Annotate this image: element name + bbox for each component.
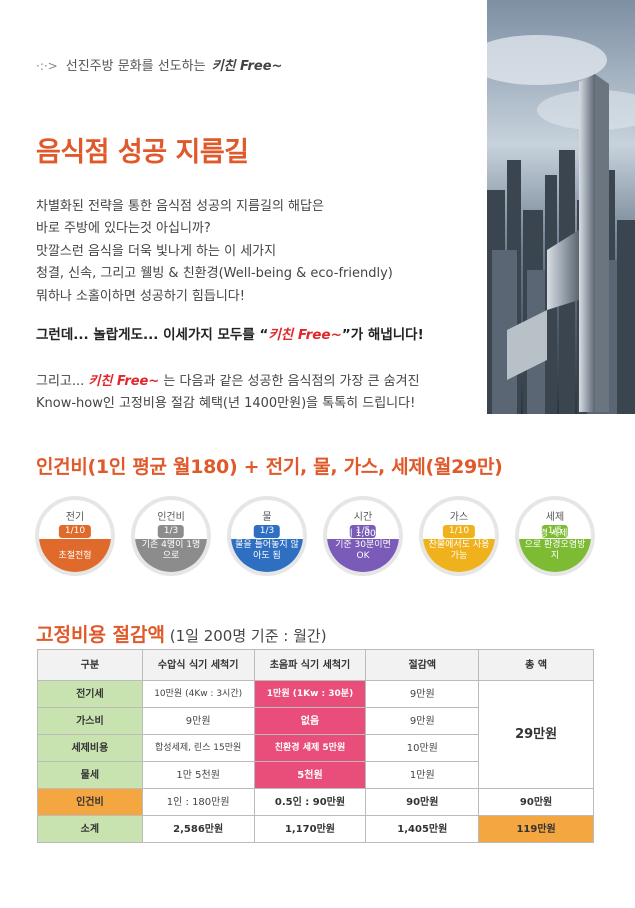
table-cell: 5천원 bbox=[253, 761, 367, 789]
circle-label: 세제 bbox=[545, 512, 565, 523]
highlight-post: ”가 해냅니다! bbox=[341, 327, 424, 343]
knowhow-paragraph: 그리고... 키친 Free~ 는 다음과 같은 성공한 음식점의 가장 큰 숨… bbox=[36, 371, 420, 416]
circle-fill bbox=[519, 538, 591, 572]
circle-fraction: 1/3 bbox=[157, 525, 185, 538]
circle-label: 물 bbox=[262, 512, 272, 523]
highlight-brand: 키친 Free~ bbox=[268, 327, 342, 343]
table-cell: 없음 bbox=[253, 707, 367, 735]
benefit-circle-time: 시간 1/5 접시 1,000개 기준 30분이면 OK bbox=[323, 496, 403, 576]
total-cell: 29만원 bbox=[478, 680, 594, 789]
table-cell: 1만원 (1Kw : 30분) bbox=[253, 680, 367, 708]
circle-fraction: 1/5 bbox=[349, 525, 377, 538]
cost-heading: 인건비(1인 평균 월180) + 전기, 물, 가스, 세제(월29만) bbox=[36, 456, 503, 478]
row-label: 물세 bbox=[37, 761, 143, 789]
table-cell: 1만 5천원 bbox=[141, 761, 255, 789]
circle-fill bbox=[39, 538, 111, 572]
saving-heading: 고정비용 절감액 (1일 200명 기준 : 월간) bbox=[36, 620, 327, 647]
circle-fill bbox=[327, 538, 399, 572]
circle-desc: 친환경 세제 사용으로 환경오염방지 bbox=[523, 529, 587, 561]
circle-fill bbox=[135, 538, 207, 572]
circle-desc: 접시 1,000개 기준 30분이면 OK bbox=[335, 529, 391, 561]
circle-desc: 물을 틀어놓지 않아도 됨 bbox=[235, 540, 299, 561]
benefit-circle-labor: 인건비 1/3 기존 4명이 1명으로 bbox=[131, 496, 211, 576]
table-row: 전기세 10만원 (4Kw : 3시간) 1만원 (1Kw : 30분) 9만원… bbox=[37, 680, 594, 789]
benefit-circle-water: 물 1/3 물을 틀어놓지 않아도 됨 bbox=[227, 496, 307, 576]
table-header: 구분 bbox=[37, 649, 143, 681]
circle-fill bbox=[423, 538, 495, 572]
table-header-row: 구분 수압식 식기 세척기 초음파 식기 세척기 절감액 총 액 bbox=[37, 649, 594, 681]
row-label: 세제비용 bbox=[37, 734, 143, 762]
saving-heading-main: 고정비용 절감액 bbox=[36, 624, 165, 646]
table-cell: 90만원 bbox=[478, 788, 594, 816]
table-cell: 2,586만원 bbox=[141, 815, 255, 843]
intro-line: 청결, 신속, 그리고 웰빙 & 친환경(Well-being & eco-fr… bbox=[36, 266, 393, 282]
page-title: 음식점 성공 지름길 bbox=[36, 137, 249, 168]
highlight-sentence: 그런데... 놀랍게도... 이세가지 모두를 “키친 Free~”가 해냅니다… bbox=[36, 323, 424, 343]
table-cell: 1만원 bbox=[365, 761, 480, 789]
saving-heading-sub: (1일 200명 기준 : 월간) bbox=[164, 627, 327, 645]
knowhow-line-1: 그리고... 키친 Free~ 는 다음과 같은 성공한 음식점의 가장 큰 숨… bbox=[36, 371, 420, 393]
circle-desc: 초절전형 bbox=[58, 551, 92, 561]
table-header: 총 액 bbox=[478, 649, 594, 681]
intro-paragraph: 차별화된 전략을 통한 음식점 성공의 지름길의 해답은 바로 주방에 있다는것… bbox=[36, 196, 393, 308]
tagline-text: 선진주방 문화를 선도하는 bbox=[65, 59, 206, 74]
circle-label: 전기 bbox=[65, 512, 85, 523]
row-label: 인건비 bbox=[37, 788, 143, 816]
table-cell: 9만원 bbox=[365, 680, 480, 708]
table-cell: 1,170만원 bbox=[253, 815, 367, 843]
benefit-circle-electricity: 전기 1/10 초절전형 bbox=[35, 496, 115, 576]
table-row: 소계 2,586만원 1,170만원 1,405만원 119만원 bbox=[37, 815, 594, 843]
table-cell: 합성세제, 린스 15만원 bbox=[141, 734, 255, 762]
table-header: 수압식 식기 세척기 bbox=[141, 649, 255, 681]
table-header: 초음파 식기 세척기 bbox=[253, 649, 367, 681]
circle-fill bbox=[231, 538, 303, 572]
table-cell: 90만원 bbox=[365, 788, 480, 816]
intro-line: 맛깔스런 음식을 더욱 빛나게 하는 이 세가지 bbox=[36, 243, 277, 259]
table-cell: 친환경 세제 5만원 bbox=[253, 734, 367, 762]
knowhow-post: 는 다음과 같은 성공한 음식점의 가장 큰 숨겨진 bbox=[159, 374, 420, 389]
tagline-brand: 키친 Free~ bbox=[211, 59, 283, 74]
knowhow-line-2: Know-how인 고정비용 절감 혜택(년 1400만원)을 톡톡히 드립니다… bbox=[36, 396, 416, 412]
table-cell: 9만원 bbox=[365, 707, 480, 735]
circle-fraction: 1/5 bbox=[541, 525, 569, 538]
intro-line: 바로 주방에 있다는것 아십니까? bbox=[36, 221, 211, 237]
table-row: 세제비용 합성세제, 린스 15만원 친환경 세제 5만원 10만원 bbox=[37, 734, 594, 762]
knowhow-pre: 그리고... bbox=[36, 374, 89, 389]
row-label: 가스비 bbox=[37, 707, 143, 735]
table-cell: 10만원 bbox=[365, 734, 480, 762]
intro-line: 뭐하나 소홀이하면 성공하기 힘듭니다! bbox=[36, 288, 245, 304]
benefit-circle-gas: 가스 1/10 찬물에서도 사용가능 bbox=[419, 496, 499, 576]
benefit-circle-detergent: 세제 1/5 친환경 세제 사용으로 환경오염방지 bbox=[515, 496, 595, 576]
circle-fraction: 1/10 bbox=[442, 525, 476, 538]
intro-line: 차별화된 전략을 통한 음식점 성공의 지름길의 해답은 bbox=[36, 199, 324, 214]
arrow-icon: ·:·> bbox=[36, 59, 58, 73]
table-cell: 10만원 (4Kw : 3시간) bbox=[141, 680, 255, 708]
circle-label: 가스 bbox=[449, 512, 469, 523]
circle-label: 인건비 bbox=[157, 512, 185, 523]
table-cell: 1,405만원 bbox=[365, 815, 480, 843]
table-row: 가스비 9만원 없음 9만원 bbox=[37, 707, 594, 735]
row-label: 전기세 bbox=[37, 680, 143, 708]
circle-desc: 찬물에서도 사용가능 bbox=[428, 540, 490, 561]
city-skyline-image bbox=[487, 0, 635, 414]
tagline: ·:·> 선진주방 문화를 선도하는 키친 Free~ bbox=[36, 55, 282, 74]
circle-desc: 기존 4명이 1명으로 bbox=[141, 540, 201, 561]
table-row: 인건비 1인 : 180만원 0.5인 : 90만원 90만원 90만원 bbox=[37, 788, 594, 816]
highlight-pre: 그런데... 놀랍게도... 이세가지 모두를 “ bbox=[36, 327, 269, 343]
table-header: 절감액 bbox=[365, 649, 480, 681]
table-cell: 1인 : 180만원 bbox=[141, 788, 255, 816]
circle-fraction: 1/10 bbox=[58, 525, 92, 538]
circle-label: 시간 bbox=[353, 512, 373, 523]
knowhow-brand: 키친 Free~ bbox=[88, 374, 160, 389]
table-cell: 0.5인 : 90만원 bbox=[253, 788, 367, 816]
savings-table: 구분 수압식 식기 세척기 초음파 식기 세척기 절감액 총 액 전기세 10만… bbox=[37, 649, 594, 843]
circle-fraction: 1/3 bbox=[253, 525, 281, 538]
table-cell: 9만원 bbox=[141, 707, 255, 735]
table-cell: 119만원 bbox=[478, 815, 594, 843]
row-label: 소계 bbox=[37, 815, 143, 843]
